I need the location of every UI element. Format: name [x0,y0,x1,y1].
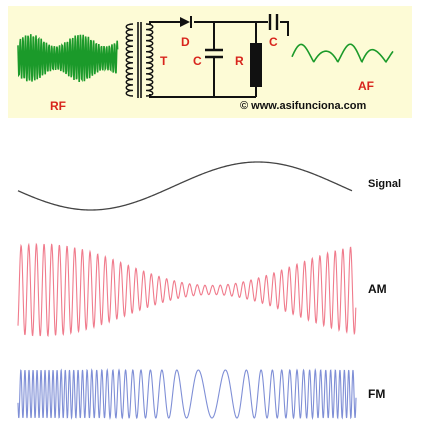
am-wave [17,242,357,337]
coupling-capacitor-label: C [269,35,278,49]
signal-label: Signal [368,178,402,190]
resistor-label: R [235,54,244,68]
af-wave [291,43,394,64]
signal-wave [17,161,353,211]
af-label: AF [358,79,374,93]
rf-wave [17,34,119,83]
transformer-label: T [160,54,168,68]
coupling-capacitor [268,14,279,30]
diode-label: D [181,35,190,49]
resistor [250,43,262,87]
diode [180,16,192,28]
transformer-primary-coil [125,23,134,97]
transformer-secondary-coil [145,23,154,97]
fm-label: FM [368,387,386,401]
am-label: AM [368,282,387,296]
rf-label: RF [50,99,66,113]
copyright-text: © www.asifunciona.com [240,100,367,112]
filter-capacitor [205,48,223,59]
capacitor-label: C [193,54,202,68]
fm-wave [17,367,357,421]
circuit-wiring [149,21,289,98]
